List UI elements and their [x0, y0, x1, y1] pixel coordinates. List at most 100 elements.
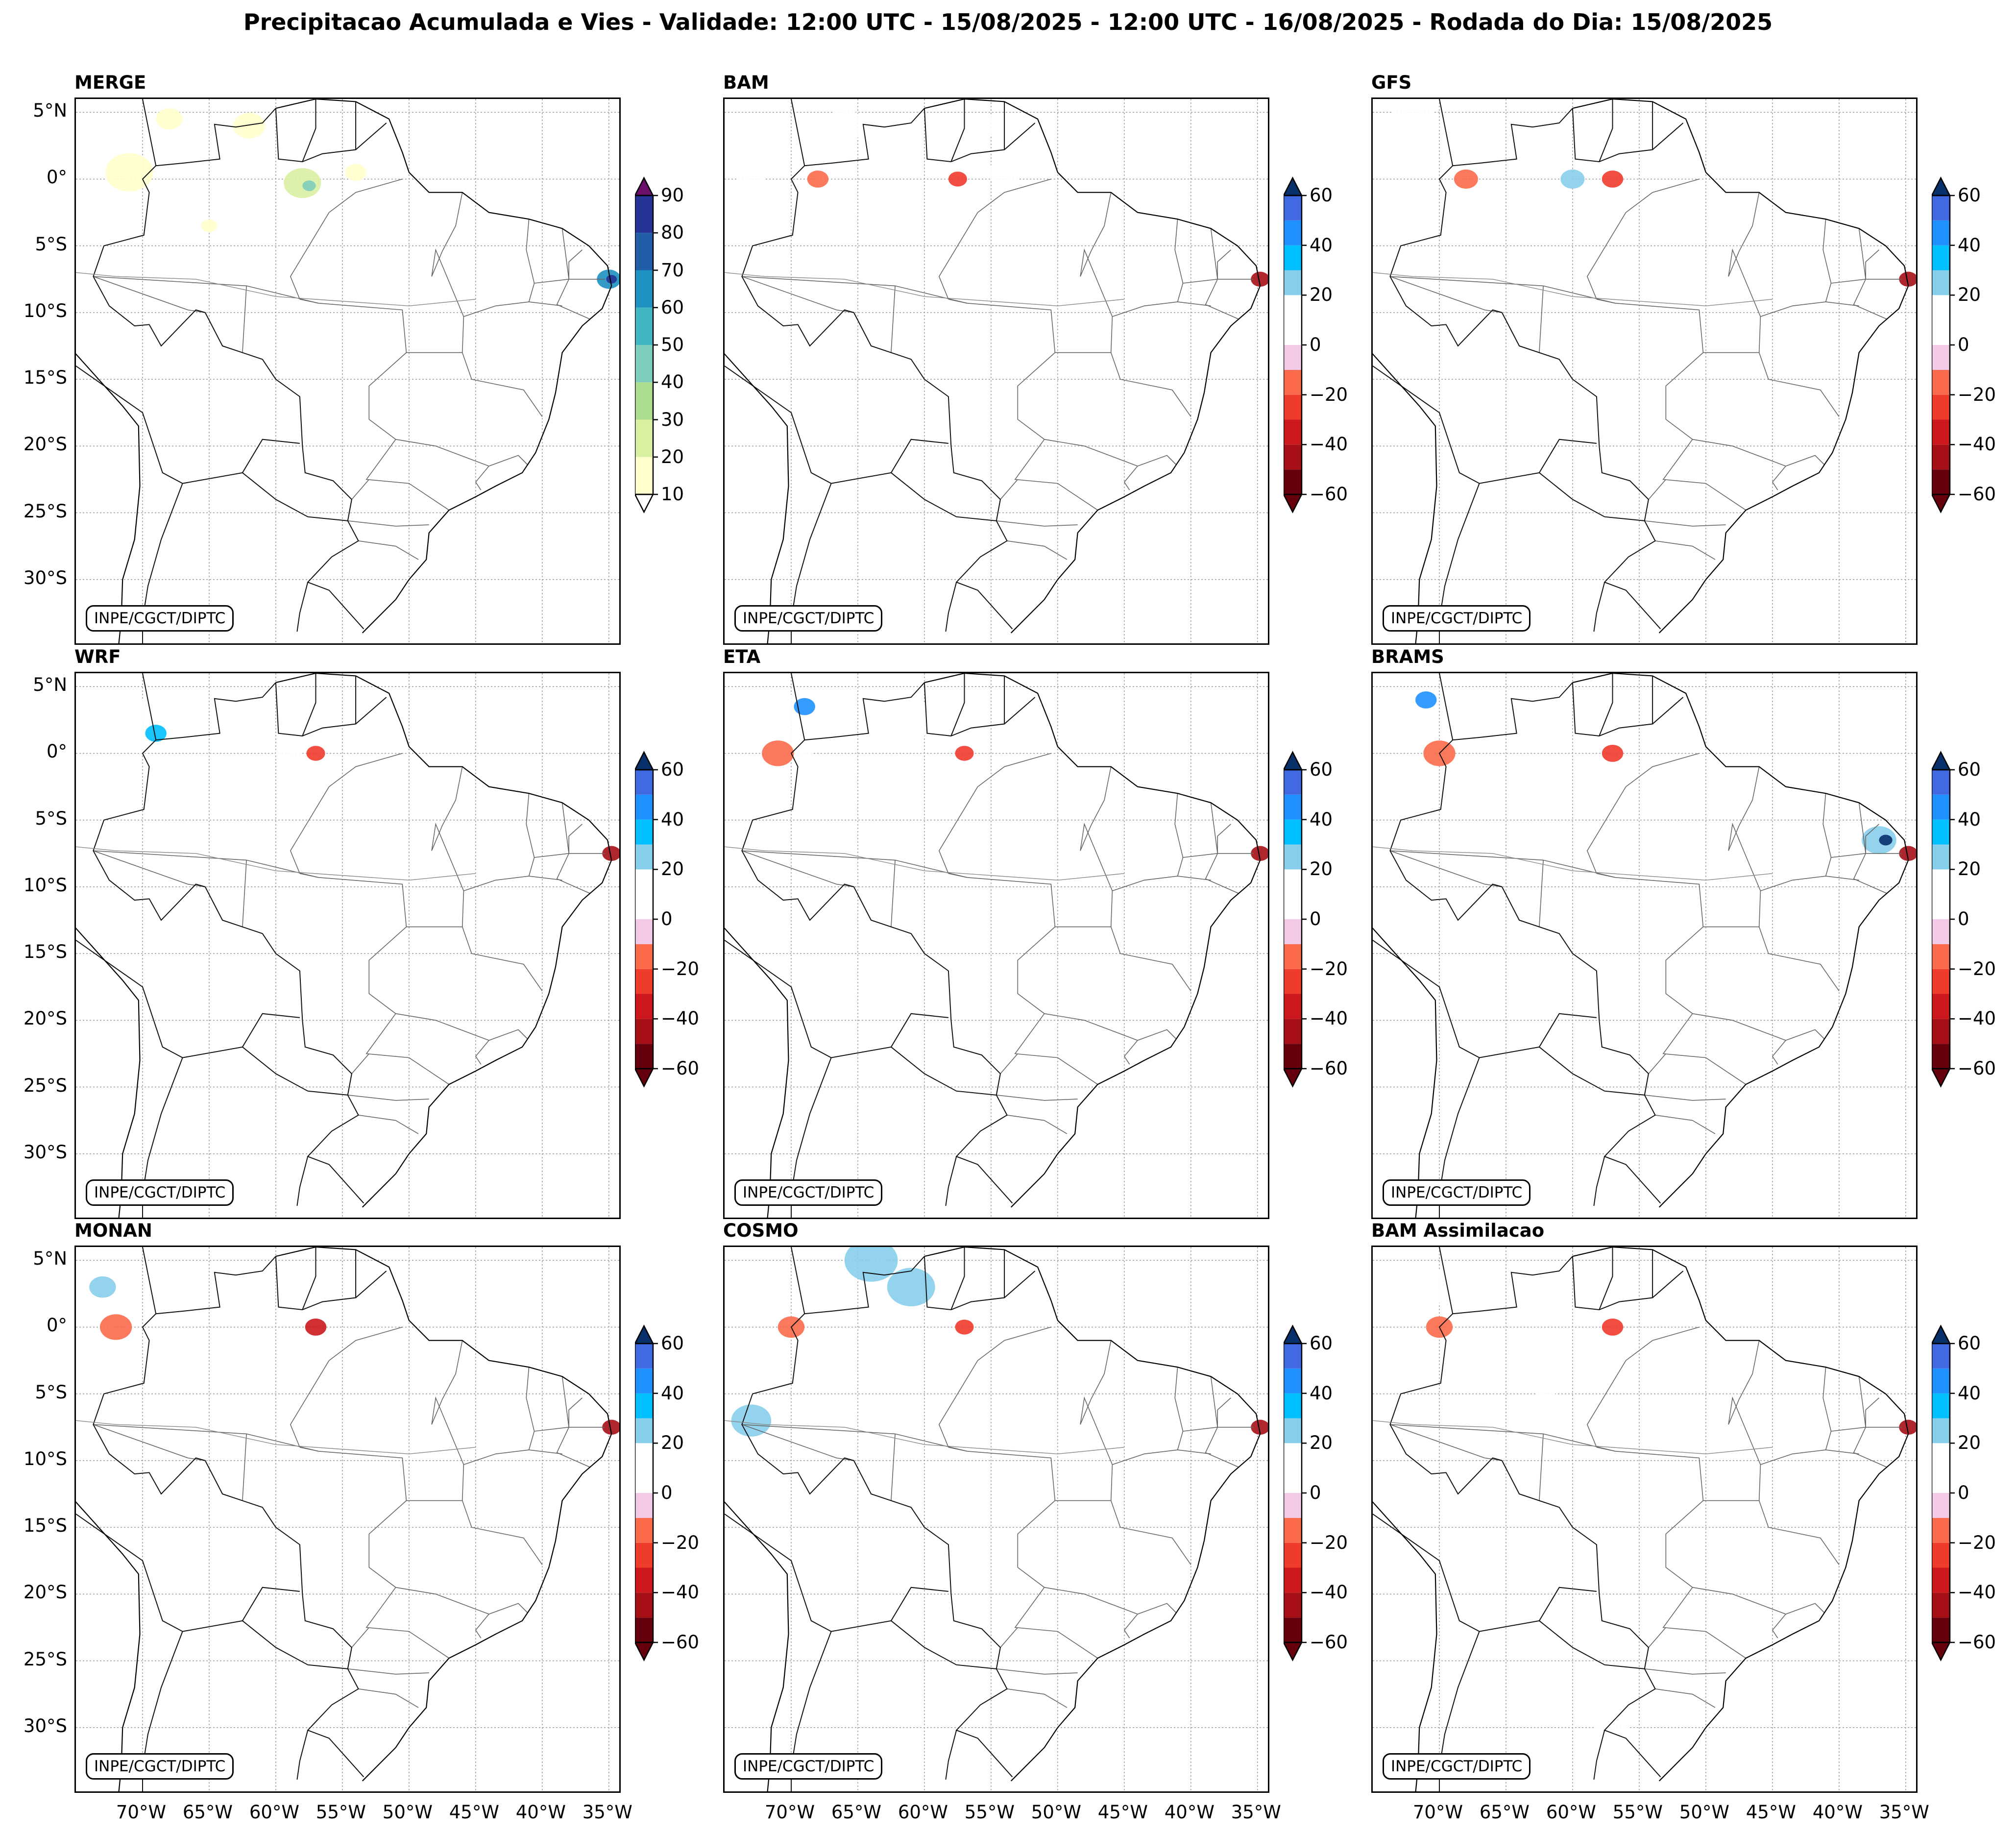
colorbar-bin [1284, 320, 1302, 345]
state-border [1110, 352, 1191, 417]
state-border [358, 1115, 419, 1134]
state-border [1017, 1500, 1138, 1614]
latitude-label: 15°S [23, 1515, 67, 1537]
colorbar-tick-label: 0 [661, 1482, 673, 1503]
map-canvas [76, 673, 619, 1218]
state-border [463, 876, 562, 891]
precip-field-blob [1879, 834, 1893, 846]
state-border [1205, 853, 1239, 894]
precip-field-blob [233, 113, 266, 139]
country-border [1593, 1730, 1605, 1780]
river-line [725, 272, 1124, 307]
country-border [725, 1514, 949, 1632]
colorbar-tick-label: −60 [1310, 1058, 1348, 1079]
latitude-label: 0° [46, 741, 67, 762]
colorbar-bin [635, 345, 653, 383]
colorbar-bin [1932, 419, 1950, 445]
colorbar-bin [1284, 770, 1302, 795]
country-border [93, 673, 364, 1204]
state-border [475, 465, 489, 490]
coastline [1572, 1247, 1909, 1782]
colorbar-tick-label: 40 [1310, 234, 1333, 256]
state-border [996, 479, 1078, 527]
state-border [463, 1449, 562, 1465]
country-border [1593, 1156, 1605, 1206]
colorbar-over-arrow [1930, 751, 1951, 771]
colorbar-bin [1284, 1493, 1302, 1518]
country-border [945, 1730, 957, 1780]
country-border [1373, 940, 1597, 1058]
colorbar-bin [1284, 469, 1302, 494]
country-border [93, 1247, 364, 1778]
colorbar-bin [1932, 1019, 1950, 1044]
figure-title: Precipitacao Acumulada e Vies - Validade… [243, 9, 1773, 35]
state-border [1865, 1397, 1902, 1428]
bias-colorbar: 60 40 20 0 −20 −40 −60 [633, 750, 733, 1088]
pacific-coastline [1373, 928, 1437, 1218]
precip-field-blob [1602, 171, 1624, 188]
state-border [1017, 927, 1138, 1041]
precip-field-blob [729, 148, 773, 183]
country-border [242, 472, 348, 521]
country-border [1539, 1047, 1645, 1096]
colorbar-bin [1932, 1443, 1950, 1468]
colorbar-bin [1932, 196, 1950, 220]
colorbar-tick-label: −20 [1958, 958, 1996, 979]
state-border [1785, 1029, 1825, 1041]
colorbar-tick-label: 60 [1310, 185, 1333, 206]
colorbar-bin [1932, 270, 1950, 295]
coastline [924, 1247, 1261, 1782]
state-border [1110, 927, 1191, 991]
state-border [1390, 1424, 1502, 1461]
colorbar-graphic [1930, 751, 1955, 1088]
colorbar-tick-label: 40 [661, 808, 684, 830]
country-border [725, 366, 949, 484]
colorbar-bin [1932, 1493, 1950, 1518]
colorbar-bin [1932, 1368, 1950, 1394]
country-border [296, 582, 309, 632]
bias-colorbar: 60 40 20 0 −20 −40 −60 [1930, 750, 2016, 1088]
colorbar-tick-label: 60 [1310, 1333, 1333, 1354]
pacific-coastline [1373, 1501, 1437, 1791]
colorbar-bin [635, 307, 653, 345]
state-border [1853, 1427, 1888, 1468]
state-border [891, 286, 896, 353]
colorbar-tick-label: 20 [661, 446, 684, 467]
colorbar-tick-label: −40 [1958, 1582, 1996, 1603]
longitude-label: 65°W [182, 1802, 233, 1823]
state-border [556, 853, 591, 894]
precip-field-blob [109, 700, 176, 754]
state-border [406, 822, 464, 928]
precip-field-blob [89, 1276, 116, 1298]
colorbar-tick-label: 40 [1958, 234, 1981, 256]
state-border [1390, 276, 1502, 313]
state-border [534, 1376, 570, 1432]
state-border [1112, 876, 1211, 891]
state-border [1785, 1603, 1825, 1614]
country-border [242, 1620, 348, 1669]
state-border [1822, 1367, 1832, 1450]
country-border [242, 1047, 348, 1096]
colorbar-under-arrow [1282, 493, 1303, 514]
state-border [463, 301, 562, 317]
colorbar-bin [635, 1368, 653, 1394]
colorbar-tick-label: −60 [1958, 1058, 1996, 1079]
state-border [1112, 1449, 1211, 1465]
colorbar-tick-label: 20 [661, 1432, 684, 1454]
state-border [526, 793, 535, 877]
colorbar-tick-label: −60 [1958, 1632, 1996, 1653]
state-border [1217, 1397, 1254, 1428]
latitude-label: 0° [46, 167, 67, 188]
colorbar-bin [1284, 1418, 1302, 1443]
precip-field-blob [1419, 1271, 1459, 1303]
state-border [1539, 860, 1544, 927]
colorbar-bin [1284, 1368, 1302, 1394]
colorbar-tick-label: −40 [1958, 1008, 1996, 1029]
colorbar-bin [1284, 295, 1302, 320]
precip-field-blob [955, 1320, 974, 1335]
credit-badge: INPE/CGCT/DIPTC [1383, 605, 1531, 632]
state-border [526, 1367, 535, 1450]
country-border [296, 1156, 309, 1206]
river-line [1373, 1420, 1773, 1455]
colorbar-graphic [1282, 1324, 1307, 1662]
